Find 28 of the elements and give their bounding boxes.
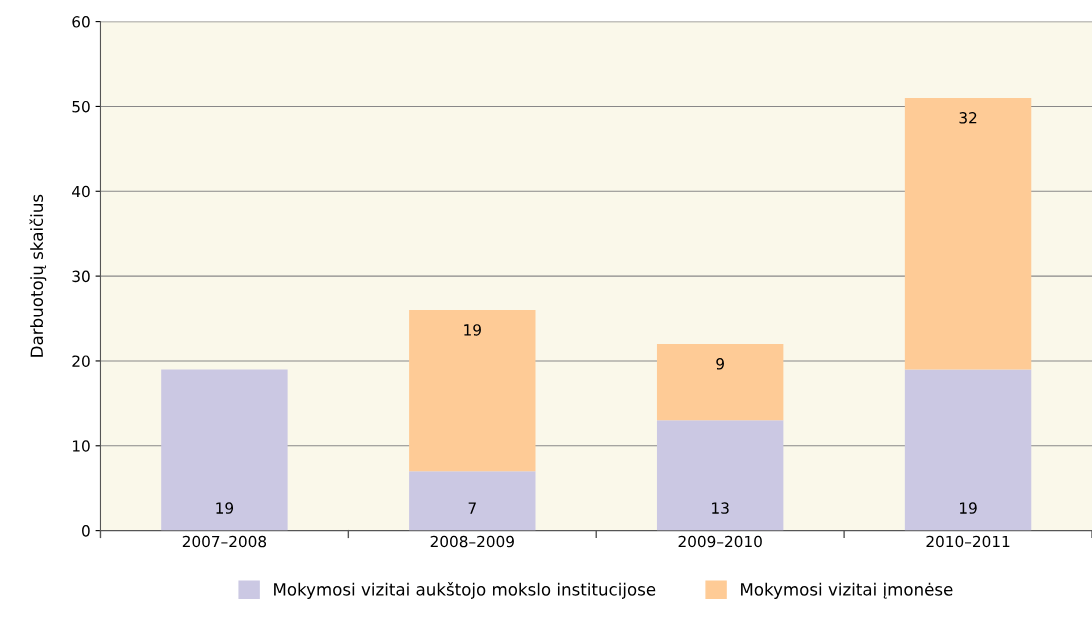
y-axis-title: Darbuotojų skaičius bbox=[29, 194, 47, 357]
x-tick-label: 2009–2010 bbox=[678, 535, 762, 548]
bar bbox=[656, 420, 784, 531]
y-tick-label: 10 bbox=[72, 440, 90, 452]
bar bbox=[409, 310, 536, 472]
x-tick-label: 2010–2011 bbox=[926, 535, 1010, 548]
data-label: 13 bbox=[712, 502, 729, 514]
legend-label: Mokymosi vizitai aukštojo mokslo institucijose bbox=[274, 582, 656, 599]
data-label: 9 bbox=[716, 358, 724, 370]
x-tick-label: 2008–2009 bbox=[430, 535, 514, 548]
y-tick-label: 0 bbox=[82, 525, 90, 537]
data-label: 32 bbox=[959, 112, 977, 124]
data-label: 19 bbox=[960, 502, 977, 514]
y-tick-label: 20 bbox=[72, 355, 90, 367]
data-label: 19 bbox=[464, 324, 481, 336]
legend-label: Mokymosi vizitai įmonėse bbox=[741, 582, 953, 599]
y-tick-label: 50 bbox=[72, 100, 90, 113]
data-label: 7 bbox=[468, 502, 476, 514]
bar bbox=[161, 369, 288, 531]
y-tick-label: 60 bbox=[72, 16, 90, 28]
x-tick-label: 2007–2008 bbox=[182, 535, 267, 548]
bar bbox=[904, 97, 1032, 370]
bar bbox=[656, 343, 784, 421]
data-label: 19 bbox=[216, 502, 234, 514]
y-tick-label: 30 bbox=[72, 270, 90, 283]
y-tick-label: 40 bbox=[72, 185, 90, 198]
bar bbox=[409, 471, 536, 531]
bar bbox=[904, 369, 1032, 531]
